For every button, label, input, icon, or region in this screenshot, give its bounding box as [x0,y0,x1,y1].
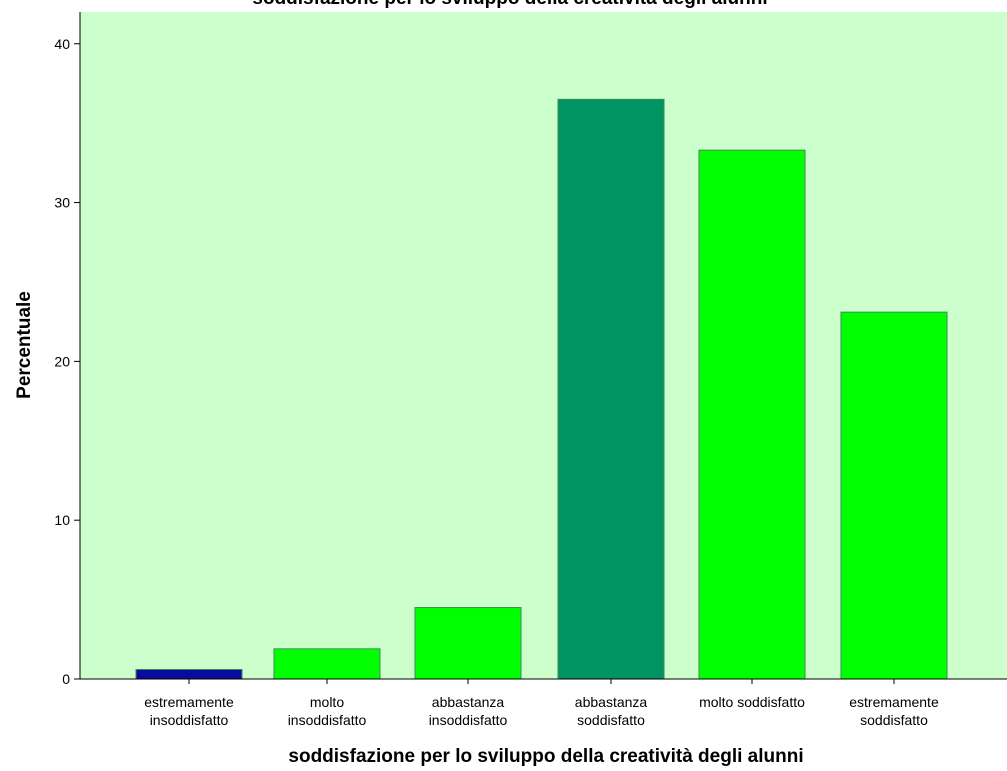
x-category-label: molto soddisfatto [699,694,805,710]
bar [135,668,243,680]
x-axis: estremamente insoddisfatto molto insoddisfa… [80,678,1007,728]
bars-group [135,98,948,680]
x-axis-title: soddisfazione per lo sviluppo della crea… [288,746,803,767]
chart-title: soddisfazione per lo sviluppo della crea… [252,0,767,9]
bar [557,98,665,680]
x-category-label: abbastanza [432,694,505,710]
x-category-label: estremamente [849,694,939,710]
y-tick-label: 10 [54,512,70,528]
bar [273,648,381,680]
x-category-label: soddisfatto [860,712,928,728]
y-tick-label: 30 [54,195,70,211]
y-tick-label: 40 [54,36,70,52]
x-category-label: abbastanza [575,694,648,710]
x-category-label: insoddisfatto [150,712,229,728]
x-category-label: molto [310,694,344,710]
y-axis: 0 10 20 30 40 [54,12,81,687]
x-category-label: insoddisfatto [429,712,508,728]
y-axis-title: Percentuale [14,291,35,399]
bar [698,149,806,680]
y-tick-label: 0 [62,671,70,687]
x-category-label: estremamente [144,694,234,710]
bar [840,311,948,680]
x-category-label: insoddisfatto [288,712,367,728]
y-tick-label: 20 [54,353,70,369]
bar [414,607,522,680]
x-category-label: soddisfatto [577,712,645,728]
